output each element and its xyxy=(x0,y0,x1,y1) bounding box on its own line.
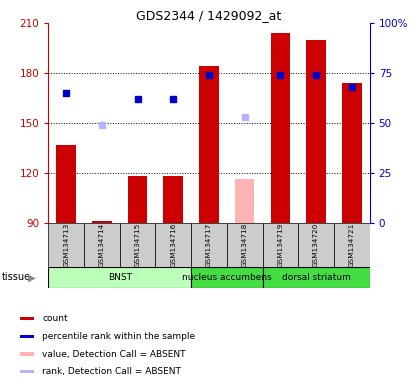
Text: GSM134720: GSM134720 xyxy=(313,223,319,267)
Text: dorsal striatum: dorsal striatum xyxy=(282,273,350,282)
Text: GSM134718: GSM134718 xyxy=(241,223,248,267)
Text: percentile rank within the sample: percentile rank within the sample xyxy=(42,332,195,341)
Bar xyxy=(270,33,290,223)
Bar xyxy=(21,317,34,320)
Bar xyxy=(56,144,76,223)
Text: GSM134716: GSM134716 xyxy=(170,223,176,267)
Bar xyxy=(155,223,191,267)
Bar xyxy=(21,334,34,338)
Text: BNST: BNST xyxy=(108,273,132,282)
Text: GSM134713: GSM134713 xyxy=(63,223,69,267)
Text: nucleus accumbens: nucleus accumbens xyxy=(182,273,272,282)
Text: rank, Detection Call = ABSENT: rank, Detection Call = ABSENT xyxy=(42,367,181,376)
Bar xyxy=(199,66,219,223)
Bar xyxy=(191,267,262,288)
Bar xyxy=(92,221,112,223)
Text: count: count xyxy=(42,314,68,323)
Text: ▶: ▶ xyxy=(28,272,36,283)
Bar xyxy=(21,370,34,373)
Bar xyxy=(235,179,255,223)
Bar xyxy=(298,223,334,267)
Text: GSM134715: GSM134715 xyxy=(134,223,141,267)
Bar xyxy=(48,267,191,288)
Bar xyxy=(21,353,34,356)
Bar xyxy=(306,40,326,223)
Bar xyxy=(48,223,84,267)
Text: GSM134714: GSM134714 xyxy=(99,223,105,267)
Text: GSM134717: GSM134717 xyxy=(206,223,212,267)
Text: GSM134719: GSM134719 xyxy=(277,223,284,267)
Text: value, Detection Call = ABSENT: value, Detection Call = ABSENT xyxy=(42,349,186,359)
Title: GDS2344 / 1429092_at: GDS2344 / 1429092_at xyxy=(136,9,281,22)
Bar xyxy=(227,223,262,267)
Bar xyxy=(342,83,362,223)
Text: GSM134721: GSM134721 xyxy=(349,223,355,267)
Bar xyxy=(84,223,120,267)
Bar xyxy=(163,176,183,223)
Bar xyxy=(128,176,147,223)
Text: tissue: tissue xyxy=(2,272,31,283)
Bar xyxy=(191,223,227,267)
Bar xyxy=(334,223,370,267)
Bar xyxy=(120,223,155,267)
Bar xyxy=(262,267,370,288)
Bar xyxy=(262,223,298,267)
